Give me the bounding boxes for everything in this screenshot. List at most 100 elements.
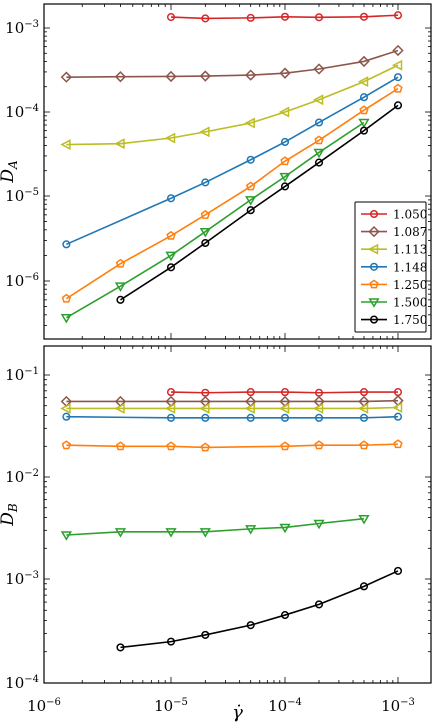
data-point [358, 55, 370, 68]
data-point [199, 70, 211, 82]
series-line [66, 64, 399, 146]
data-point [164, 403, 176, 414]
data-point [393, 101, 403, 110]
data-point [199, 227, 211, 238]
data-point [114, 71, 127, 83]
x-tick-label: 10−4 [268, 697, 302, 715]
series-line [65, 87, 399, 300]
data-point [391, 402, 403, 413]
data-point [280, 182, 290, 191]
data-point [393, 412, 403, 421]
data-point [246, 621, 255, 630]
series-1.250 [61, 83, 403, 303]
series-line [66, 443, 399, 449]
data-point [359, 413, 369, 422]
legend-label: 1.500 [393, 296, 427, 310]
data-point [245, 196, 257, 206]
legend-item: 1.113 [361, 243, 427, 257]
data-point [245, 69, 257, 81]
data-point [280, 413, 290, 422]
data-point [116, 295, 125, 304]
series-1.250 [61, 439, 403, 452]
data-point [359, 93, 369, 102]
data-point [359, 582, 369, 591]
data-point [116, 643, 125, 652]
data-point [61, 440, 72, 450]
y-axis-label: DA [0, 160, 20, 184]
data-point [314, 158, 324, 167]
data-point [314, 135, 324, 145]
series-1.050 [166, 388, 403, 397]
data-point [359, 105, 369, 115]
x-tick-label: 10−6 [27, 697, 61, 715]
data-point [60, 71, 73, 83]
data-point [166, 637, 176, 646]
data-point [280, 611, 290, 620]
data-point [164, 132, 176, 144]
data-point [200, 209, 211, 219]
legend-item: 1.250 [361, 278, 427, 292]
data-point [199, 528, 211, 538]
series-line [66, 49, 399, 78]
data-point [279, 523, 291, 534]
panel-bottom: 10−6 10−5 10−4 10−3 10−4 10−3 10−2 10−1 DB γ̇ [0, 345, 432, 723]
series-line [66, 76, 399, 246]
series-1.087 [60, 44, 404, 83]
y-tick-label: 10−3 [5, 19, 39, 37]
data-point [201, 630, 210, 639]
legend-label: 1.050 [393, 208, 427, 222]
data-point [392, 44, 404, 57]
data-point [60, 531, 72, 541]
series-1.750 [116, 566, 403, 652]
data-point [280, 156, 290, 166]
series-1.500 [60, 514, 370, 541]
data-point [115, 441, 126, 451]
data-point [166, 194, 176, 203]
data-point [313, 148, 325, 159]
data-point [312, 94, 324, 106]
y-axis-label: DB [0, 503, 20, 527]
legend-marker [369, 209, 379, 219]
series-1.148 [62, 73, 403, 249]
data-point [358, 118, 370, 129]
axes-frame [43, 345, 432, 684]
series-line [66, 517, 365, 536]
data-point [165, 70, 177, 83]
data-point [200, 442, 211, 452]
data-point [313, 519, 325, 530]
data-point [391, 59, 403, 71]
data-point [393, 11, 403, 20]
data-point [357, 76, 369, 88]
data-point [314, 600, 324, 609]
data-point [114, 403, 125, 414]
data-point [278, 403, 290, 414]
y-tick-label: 10−1 [5, 366, 39, 384]
series-1.500 [60, 118, 370, 324]
data-point [246, 155, 255, 164]
data-point [166, 13, 176, 22]
legend-marker [368, 298, 380, 308]
data-point [314, 118, 324, 127]
legend-label: 1.148 [393, 260, 427, 274]
data-point [314, 440, 324, 450]
y-tick-label: 10−4 [5, 674, 39, 692]
legend-item: 1.087 [361, 225, 427, 239]
series-1.087 [60, 395, 404, 408]
axes-frame [43, 3, 432, 340]
data-point [61, 293, 72, 303]
data-point [313, 63, 325, 75]
legend-label: 1.250 [393, 278, 427, 292]
data-point [279, 67, 291, 79]
legend: 1.050 1.087 1.113 1.148 1.250 1.500 1.750 [354, 201, 427, 333]
data-point [114, 138, 125, 150]
data-point [393, 83, 403, 93]
legend-item: 1.148 [361, 260, 427, 274]
data-point [393, 439, 403, 449]
series-1.148 [62, 412, 403, 422]
data-point [166, 263, 176, 272]
series-line [66, 415, 399, 419]
x-tick-label: 10−3 [381, 697, 415, 715]
series-line [65, 121, 365, 319]
legend-label: 1.087 [393, 225, 427, 239]
